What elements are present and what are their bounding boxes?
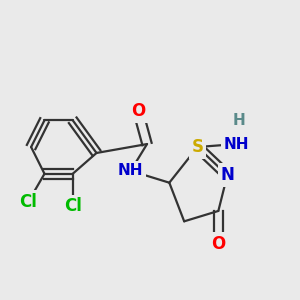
- Text: Cl: Cl: [19, 193, 37, 211]
- Text: H: H: [233, 113, 245, 128]
- Text: O: O: [211, 235, 226, 253]
- Text: S: S: [192, 138, 204, 156]
- Text: Cl: Cl: [64, 197, 82, 215]
- Text: H: H: [233, 113, 245, 128]
- Text: NH: NH: [118, 163, 143, 178]
- Text: N: N: [220, 166, 234, 184]
- Text: NH: NH: [224, 136, 249, 152]
- Text: O: O: [131, 102, 145, 120]
